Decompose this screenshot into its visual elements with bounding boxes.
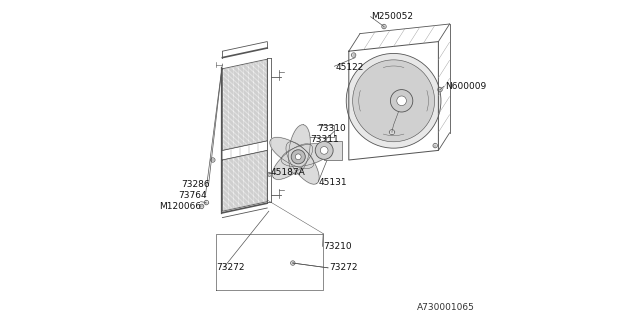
Text: A730001065: A730001065 bbox=[417, 303, 475, 312]
Bar bbox=[324, 141, 342, 160]
Circle shape bbox=[433, 143, 438, 148]
Text: 73272: 73272 bbox=[216, 263, 244, 272]
Circle shape bbox=[291, 261, 295, 265]
Text: 73286: 73286 bbox=[181, 180, 210, 188]
Circle shape bbox=[204, 200, 209, 205]
Text: 73210: 73210 bbox=[323, 242, 352, 251]
Circle shape bbox=[200, 204, 204, 209]
Circle shape bbox=[291, 150, 305, 164]
Polygon shape bbox=[270, 137, 314, 169]
Text: 73311: 73311 bbox=[310, 135, 339, 144]
Circle shape bbox=[296, 154, 301, 160]
Circle shape bbox=[381, 24, 387, 29]
Circle shape bbox=[211, 158, 215, 162]
Circle shape bbox=[321, 147, 328, 154]
Circle shape bbox=[390, 90, 413, 112]
Text: 45187A: 45187A bbox=[270, 168, 305, 177]
Text: M120066: M120066 bbox=[159, 202, 202, 211]
Text: 73764: 73764 bbox=[178, 191, 206, 200]
Text: N600009: N600009 bbox=[445, 82, 486, 91]
Circle shape bbox=[315, 141, 333, 159]
Text: 45131: 45131 bbox=[319, 178, 348, 187]
Circle shape bbox=[268, 172, 271, 176]
Circle shape bbox=[346, 53, 441, 148]
Polygon shape bbox=[289, 125, 310, 174]
Circle shape bbox=[353, 60, 435, 142]
Circle shape bbox=[438, 87, 442, 92]
Text: M250052: M250052 bbox=[371, 12, 413, 20]
Polygon shape bbox=[281, 144, 330, 167]
Circle shape bbox=[351, 53, 356, 57]
Text: 73272: 73272 bbox=[330, 263, 358, 272]
Polygon shape bbox=[286, 142, 319, 184]
Polygon shape bbox=[272, 144, 313, 180]
Circle shape bbox=[397, 96, 406, 106]
Text: 73310: 73310 bbox=[317, 124, 346, 132]
Circle shape bbox=[389, 130, 394, 135]
Text: 45122: 45122 bbox=[336, 63, 364, 72]
